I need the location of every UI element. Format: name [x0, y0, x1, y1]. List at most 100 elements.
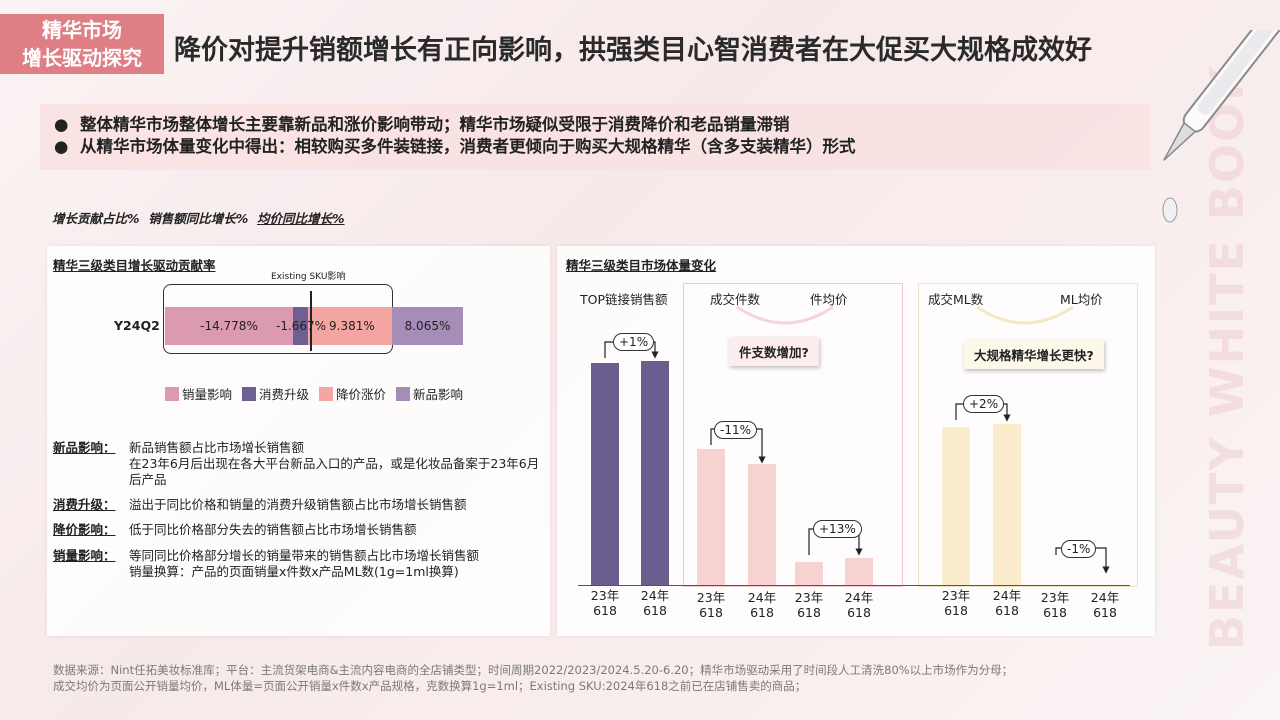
- arc-icon: [976, 305, 1074, 325]
- definition-value: 低于同比价格部分失去的销售额占比市场增长销售额: [129, 522, 417, 537]
- segment-price-label: 9.381%: [329, 319, 375, 333]
- section-tag-line1: 精华市场: [42, 18, 122, 42]
- bullet-text: 整体精华市场整体增长主要靠新品和涨价影响带动；精华市场疑似受限于消费降价和老品销…: [80, 115, 790, 134]
- x-label: 23年 618: [585, 588, 625, 618]
- change-arrows: [604, 341, 1110, 574]
- bar-unitprice-23: [795, 562, 823, 585]
- metric-legend-part1: 增长贡献占比%: [52, 211, 140, 226]
- x-label: 24年 618: [987, 588, 1027, 618]
- bar-unitprice-24: [845, 558, 873, 585]
- definition-value: 新品销售额占比市场增长销售额 在23年6月后出现在各大平台新品入口的产品，或是化妆…: [129, 440, 549, 488]
- group2-title1: 成交件数: [710, 292, 761, 307]
- legend-item: 消费升级: [242, 384, 309, 403]
- legend-item: 销量影响: [165, 384, 232, 403]
- footnote: 数据来源：Nint任拓美妆标准库；平台：主流货架电商&主流内容电商的全店铺类型；…: [53, 662, 1013, 694]
- bar-sales-24: [641, 361, 669, 585]
- legend-swatch-icon: [396, 387, 411, 401]
- bullet-item: ● 整体精华市场整体增长主要靠新品和涨价影响带动；精华市场疑似受限于消费降价和老品…: [54, 114, 1150, 136]
- x-label-event: 618: [944, 603, 968, 618]
- x-label: 23年 618: [691, 590, 731, 620]
- x-label-event: 618: [643, 603, 667, 618]
- metric-legend: 增长贡献占比% 销售额同比增长% 均价同比增长%: [52, 208, 345, 227]
- page-title: 降价对提升销额增长有正向影响，拱强类目心智消费者在大促买大规格成效好: [174, 35, 1092, 66]
- x-label-year: 24年: [1090, 590, 1120, 605]
- existing-sku-label: Existing SKU影响: [271, 272, 346, 282]
- segment-upgrade-label: -1.667%: [276, 319, 327, 333]
- definition-value: 等同同比价格部分增长的销量带来的销售额占比市场增长销售额 销量换算：产品的页面销量…: [129, 548, 549, 580]
- legend-label: 消费升级: [259, 387, 310, 402]
- row-label: Y24Q2: [114, 318, 160, 333]
- bar-ml-24: [993, 424, 1021, 585]
- change-unitprice: +13%: [813, 520, 862, 538]
- x-label-event: 618: [995, 603, 1019, 618]
- group3-title2: ML均价: [1060, 292, 1103, 307]
- x-label-event: 618: [797, 605, 821, 620]
- summary-box: ● 整体精华市场整体增长主要靠新品和涨价影响带动；精华市场疑似受限于消费降价和老品…: [40, 104, 1150, 170]
- x-label-year: 24年: [844, 590, 874, 605]
- change-ml: +2%: [963, 395, 1005, 413]
- legend-item: 降价涨价: [319, 384, 386, 403]
- units-callout: 件支数增加?: [729, 337, 819, 366]
- definition-line: 等同同比价格部分增长的销量带来的销售额占比市场增长销售额: [129, 548, 480, 563]
- segment-volume-label: -14.778%: [200, 319, 258, 333]
- x-label: 24年 618: [1085, 590, 1125, 620]
- driver-panel-title: 精华三级类目增长驱动贡献率: [53, 258, 216, 273]
- x-label: 24年 618: [635, 588, 675, 618]
- segment-price: [308, 307, 392, 345]
- definition-line: 在23年6月后出现在各大平台新品入口的产品，或是化妆品备案于23年6月后产品: [129, 456, 540, 487]
- dropper-icon: [1162, 30, 1280, 223]
- bullet-dot-icon: ●: [54, 115, 69, 134]
- definition-value: 溢出于同比价格和销量的消费升级销售额占比市场增长销售额: [129, 497, 467, 512]
- footnote-line1: 数据来源：Nint任拓美妆标准库；平台：主流货架电商&主流内容电商的全店铺类型；…: [53, 663, 1014, 677]
- driver-legend: 销量影响 消费升级 降价涨价 新品影响: [165, 384, 463, 403]
- x-label-year: 24年: [747, 590, 777, 605]
- x-label-year: 23年: [1040, 590, 1070, 605]
- segment-volume: -14.778%: [165, 307, 293, 345]
- legend-swatch-icon: [242, 387, 257, 401]
- section-tag-line2: 增长驱动探究: [22, 46, 142, 70]
- section-tag: 精华市场 增长驱动探究: [0, 14, 164, 74]
- segment-upgrade: [293, 307, 308, 345]
- definition-key: 降价影响：: [53, 522, 116, 537]
- bullet-item: ● 从精华市场体量变化中得出：相较购买多件装链接，消费者更倾向于购买大规格精华（含…: [54, 136, 1150, 158]
- bar-units-23: [697, 449, 725, 585]
- legend-label: 新品影响: [413, 387, 464, 402]
- definition-key: 销量影响：: [53, 548, 116, 563]
- x-label-event: 618: [847, 605, 871, 620]
- change-sales: +1%: [613, 333, 655, 351]
- x-label-year: 23年: [590, 588, 620, 603]
- segment-new-label: 8.065%: [404, 319, 451, 333]
- x-label-year: 23年: [794, 590, 824, 605]
- x-label-event: 618: [1093, 605, 1117, 620]
- x-label: 23年 618: [936, 588, 976, 618]
- bar-ml-23: [942, 427, 970, 585]
- x-label-event: 618: [593, 603, 617, 618]
- x-label-event: 618: [699, 605, 723, 620]
- volume-panel-title: 精华三级类目市场体量变化: [566, 258, 717, 273]
- x-label: 24年 618: [742, 590, 782, 620]
- bullet-text: 从精华市场体量变化中得出：相较购买多件装链接，消费者更倾向于购买大规格精华（含多…: [80, 137, 856, 156]
- units-box: [683, 283, 903, 587]
- legend-label: 销量影响: [182, 387, 233, 402]
- metric-legend-part3: 均价同比增长%: [257, 211, 345, 226]
- metric-legend-part2: 销售额同比增长%: [148, 211, 249, 226]
- x-label: 23年 618: [789, 590, 829, 620]
- x-label-event: 618: [1043, 605, 1067, 620]
- footnote-line2: 成交均价为页面公开销量均价，ML体量=页面公开销量x件数x产品规格，克数换算1g…: [53, 679, 807, 693]
- definition-key: 新品影响：: [53, 440, 116, 455]
- legend-swatch-icon: [319, 387, 334, 401]
- x-label-year: 23年: [696, 590, 726, 605]
- legend-label: 降价涨价: [336, 387, 387, 402]
- x-label: 23年 618: [1035, 590, 1075, 620]
- bullet-dot-icon: ●: [54, 137, 69, 156]
- legend-swatch-icon: [165, 387, 179, 401]
- x-label-event: 618: [750, 605, 774, 620]
- definition-line: 新品销售额占比市场增长销售额: [129, 440, 305, 455]
- arc-icon: [736, 305, 834, 325]
- x-label-year: 23年: [941, 588, 971, 603]
- definition-line: 销量换算：产品的页面销量x件数x产品ML数(1g=1ml换算): [129, 564, 459, 579]
- bar-sales-23: [591, 363, 619, 585]
- baseline: [578, 585, 1130, 586]
- bar-units-24: [748, 464, 776, 585]
- change-units: -11%: [714, 421, 758, 439]
